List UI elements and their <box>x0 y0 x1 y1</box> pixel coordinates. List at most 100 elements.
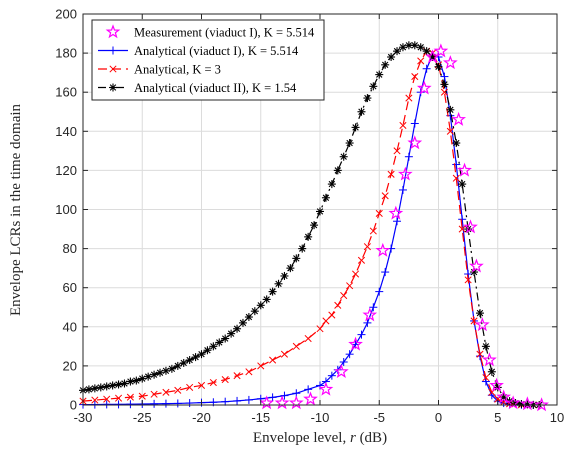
data-point <box>345 350 354 359</box>
data-point <box>357 256 366 264</box>
data-point <box>407 135 423 150</box>
legend-entry: Measurement (viaduct I), K = 5.514 <box>105 24 315 39</box>
data-point <box>179 358 188 367</box>
x-tick-label: 0 <box>435 410 442 425</box>
y-tick-label: 140 <box>55 124 77 139</box>
data-point <box>286 264 295 273</box>
legend-entry: Analytical (viaduct I), K = 5.514 <box>98 44 299 58</box>
data-point <box>233 396 242 405</box>
series-layer <box>79 41 549 412</box>
data-point <box>369 227 377 235</box>
data-point <box>339 357 348 366</box>
data-point <box>150 390 158 398</box>
data-point <box>458 180 467 189</box>
data-point <box>416 80 432 95</box>
y-tick-label: 40 <box>63 319 77 334</box>
legend-label: Analytical (viaduct I), K = 5.514 <box>134 44 299 58</box>
data-point <box>375 70 384 79</box>
x-tick-label: -5 <box>373 410 385 425</box>
legend-entry: Analytical, K = 3 <box>98 62 221 76</box>
data-point <box>221 334 230 343</box>
data-point <box>452 174 460 182</box>
data-point <box>96 383 105 392</box>
data-point <box>476 350 484 358</box>
data-point <box>388 205 404 220</box>
data-point <box>186 383 194 391</box>
data-point <box>108 381 117 390</box>
data-point <box>156 368 165 377</box>
data-point <box>398 43 407 52</box>
data-point <box>362 307 378 322</box>
data-point <box>321 193 330 202</box>
data-point <box>481 342 490 351</box>
data-point <box>244 313 253 322</box>
data-point <box>375 209 383 217</box>
data-point <box>375 287 384 296</box>
data-point <box>197 350 206 359</box>
data-point <box>185 356 194 365</box>
data-point <box>417 57 425 65</box>
data-point <box>132 376 141 385</box>
data-point <box>339 152 348 161</box>
data-point <box>346 282 354 290</box>
y-tick-label: 20 <box>63 358 77 373</box>
data-point <box>422 64 431 73</box>
data-point <box>138 374 147 383</box>
data-point <box>114 380 123 389</box>
data-point <box>351 270 360 278</box>
data-point <box>328 311 336 319</box>
data-point <box>505 395 521 410</box>
data-point <box>256 301 265 310</box>
data-point <box>274 279 283 288</box>
data-point <box>458 225 466 233</box>
data-point <box>316 207 324 216</box>
data-point <box>345 139 354 148</box>
data-point <box>280 271 289 280</box>
data-point <box>126 377 135 386</box>
data-point <box>357 330 366 339</box>
data-point <box>357 107 366 116</box>
data-point <box>520 396 535 411</box>
y-tick-label: 0 <box>70 398 77 413</box>
data-point <box>433 43 449 58</box>
y-tick-label: 200 <box>55 7 77 22</box>
legend-marker <box>105 24 121 39</box>
data-point <box>144 372 153 381</box>
data-point <box>410 119 419 128</box>
data-point <box>469 258 484 273</box>
data-point <box>393 47 402 56</box>
y-tick-label: 180 <box>55 46 77 61</box>
data-point <box>274 395 290 410</box>
data-point <box>425 49 440 64</box>
data-point <box>292 254 301 263</box>
x-tick-label: -15 <box>251 410 270 425</box>
data-point <box>470 268 479 277</box>
data-point <box>215 338 224 347</box>
legend-marker <box>109 46 117 55</box>
data-point <box>161 366 170 375</box>
data-point <box>397 166 413 181</box>
data-point <box>238 318 247 327</box>
x-tick-label: -20 <box>192 410 211 425</box>
data-point <box>322 317 330 325</box>
data-point <box>191 353 200 362</box>
x-tick-label: -30 <box>74 410 93 425</box>
legend-label: Analytical (viaduct II), K = 1.54 <box>134 81 297 95</box>
legend-marker <box>109 83 117 92</box>
data-point <box>333 364 349 379</box>
legend: Measurement (viaduct I), K = 5.514 Analyt… <box>91 19 325 101</box>
x-tick-label: 10 <box>550 410 564 425</box>
data-point <box>262 295 271 304</box>
data-point <box>209 342 218 351</box>
data-point <box>126 393 134 401</box>
data-point <box>410 41 419 50</box>
data-point <box>91 396 99 404</box>
data-point <box>102 400 111 409</box>
data-point <box>363 243 371 251</box>
x-axis-label: Envelope level, r (dB) <box>253 430 387 446</box>
x-axis-label-unit: (dB) <box>356 430 387 446</box>
data-point <box>221 376 229 384</box>
data-point <box>489 377 504 392</box>
data-point <box>259 395 275 410</box>
